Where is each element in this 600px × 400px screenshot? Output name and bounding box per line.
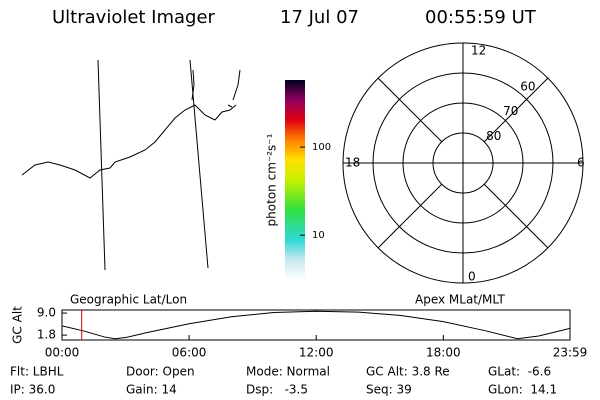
date: 17 Jul 07 — [280, 7, 359, 28]
info-field: GC Alt: 3.8 Re — [366, 365, 450, 379]
lat-label: 60 — [520, 79, 535, 93]
colorbar-tick-label: 100 — [312, 142, 331, 153]
x-tick-label: 23:59 — [553, 346, 588, 360]
y-tick-label: 9.0 — [37, 306, 56, 320]
lat-label: 70 — [503, 104, 518, 118]
info-field: Flt: LBHL — [10, 365, 64, 379]
lat-label: 80 — [486, 129, 501, 143]
coastline — [191, 69, 195, 101]
coastline — [21, 104, 237, 179]
info-field: Dsp: -3.5 — [246, 383, 308, 397]
y-tick-label: 1.8 — [37, 328, 56, 342]
info-field: Mode: Normal — [246, 365, 330, 379]
info-field: GLat: -6.6 — [488, 365, 551, 379]
colorbar-tick-label: 10 — [312, 230, 325, 241]
diagonal — [377, 77, 443, 143]
x-tick-label: 18:00 — [426, 346, 461, 360]
info-field: Seq: 39 — [366, 383, 412, 397]
right-label: Apex MLat/MLT — [415, 293, 505, 307]
mlt-label: 0 — [468, 270, 476, 284]
info-field: GLon: 14.1 — [488, 383, 557, 397]
mlt-label: 12 — [471, 44, 486, 58]
diagonal — [483, 183, 549, 249]
x-tick-label: 12:00 — [299, 346, 334, 360]
title: Ultraviolet Imager — [52, 7, 216, 28]
left-label: Geographic Lat/Lon — [70, 293, 187, 307]
diagonal — [483, 77, 549, 143]
info-field: Door: Open — [126, 365, 195, 379]
map — [21, 59, 241, 271]
altitude-plot: Geographic Lat/Lon Apex MLat/MLT GC Alt 1.8… — [11, 293, 588, 360]
meridian — [97, 59, 106, 271]
diagonal — [377, 183, 443, 249]
x-tick-label: 06:00 — [172, 346, 207, 360]
colorbar — [285, 80, 305, 280]
colorbar-label: photon cm⁻²s⁻¹ — [265, 133, 279, 226]
altitude-line — [61, 310, 571, 340]
y-axis-label: GC Alt — [11, 306, 25, 344]
time: 00:55:59 UT — [425, 7, 537, 28]
info-field: IP: 36.0 — [10, 383, 55, 397]
mlt-label: 6 — [577, 156, 585, 170]
mlt-label: 18 — [345, 156, 360, 170]
coastline — [227, 69, 241, 108]
info-panel: Flt: LBHL Door: Open Mode: Normal GC Alt: 3… — [10, 365, 557, 397]
colorbar-ticks: 10 100 — [300, 142, 331, 241]
x-tick-label: 00:00 — [45, 346, 80, 360]
info-field: Gain: 14 — [126, 383, 177, 397]
